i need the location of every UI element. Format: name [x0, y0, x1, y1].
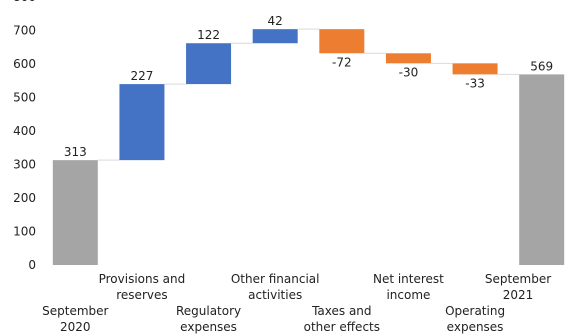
- x-tick-label: Provisions and reserves: [98, 272, 186, 302]
- data-label: 569: [530, 59, 553, 73]
- y-tick-label: 800: [13, 0, 36, 4]
- bar: [252, 29, 298, 44]
- x-tick-label: September 2020: [42, 304, 109, 334]
- y-tick-label: 0: [28, 258, 36, 272]
- data-label: 122: [197, 28, 220, 42]
- x-tick-label: Regulatory expenses: [175, 304, 242, 334]
- y-tick-label: 600: [13, 57, 36, 71]
- data-label: 42: [268, 14, 283, 28]
- y-tick-label: 700: [13, 24, 36, 38]
- y-tick-label: 400: [13, 124, 36, 138]
- bar: [452, 63, 498, 75]
- y-tick-label: 200: [13, 191, 36, 205]
- y-tick-label: 100: [13, 225, 36, 239]
- data-label: -30: [399, 65, 419, 79]
- x-tick-label: Net interest income: [372, 272, 444, 302]
- data-label: -33: [465, 76, 485, 90]
- x-tick-label: September 2021: [484, 272, 552, 302]
- bar: [319, 29, 365, 54]
- bar: [186, 43, 232, 85]
- bar: [52, 160, 98, 265]
- bar: [119, 84, 165, 161]
- bar: [385, 53, 431, 64]
- data-label: 313: [64, 145, 87, 159]
- y-tick-label: 300: [13, 158, 36, 172]
- data-label: 227: [130, 69, 153, 83]
- data-label: -72: [332, 55, 352, 69]
- x-tick-label: Operating expenses: [445, 304, 506, 334]
- bar: [519, 74, 565, 265]
- y-tick-label: 500: [13, 91, 36, 105]
- x-tick-label: Other financial activities: [230, 272, 320, 302]
- x-tick-label: Taxes and other effects: [303, 304, 380, 334]
